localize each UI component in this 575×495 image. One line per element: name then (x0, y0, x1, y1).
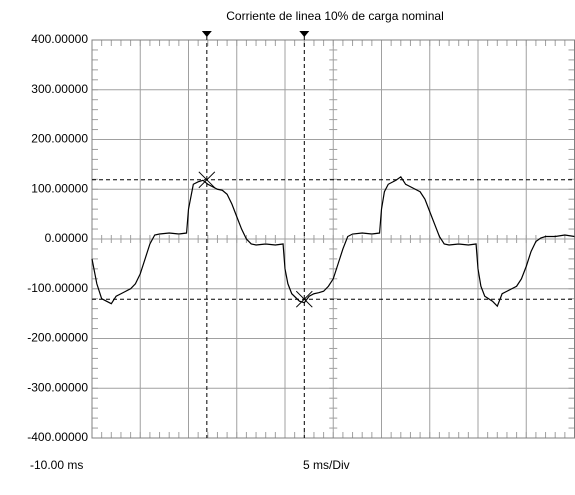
y-tick-label: 200.00000 (31, 132, 88, 146)
x-start-label: -10.00 ms (30, 458, 83, 472)
y-tick-label: 400.00000 (31, 32, 88, 46)
x-division-label: 5 ms/Div (303, 458, 350, 472)
y-tick-label: -100.00000 (27, 281, 88, 295)
cursor-cross (198, 171, 216, 189)
chart-title: Corriente de linea 10% de carga nominal (226, 9, 443, 23)
y-tick-label: -300.00000 (27, 380, 88, 394)
y-tick-label: 0.00000 (45, 231, 89, 245)
cursor-marker (299, 31, 310, 37)
waveform (91, 175, 575, 308)
y-tick-label: -400.00000 (27, 430, 88, 444)
y-tick-label: 100.00000 (31, 181, 88, 195)
cursor-marker (201, 31, 212, 37)
cursor-cross (295, 290, 313, 308)
y-tick-label: -200.00000 (27, 331, 88, 345)
y-tick-label: 300.00000 (31, 82, 88, 96)
